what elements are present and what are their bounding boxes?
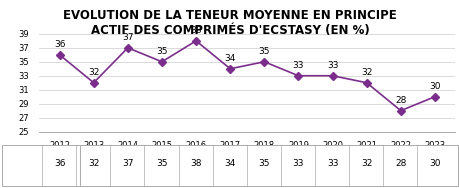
Text: 37: 37 [122, 33, 133, 42]
Text: 32: 32 [360, 159, 371, 168]
Text: 33: 33 [292, 61, 303, 70]
Text: Ecstasy  (comprimés): Ecstasy (comprimés) [24, 161, 115, 170]
Text: 36: 36 [54, 159, 65, 168]
Text: 36: 36 [54, 40, 65, 49]
Text: 28: 28 [394, 96, 406, 105]
Text: 35: 35 [258, 47, 269, 56]
Text: 32: 32 [88, 159, 99, 168]
Text: 33: 33 [326, 159, 337, 168]
Text: 33: 33 [326, 61, 337, 70]
Text: EVOLUTION DE LA TENEUR MOYENNE EN PRINCIPE
ACTIF DES COMPRIMÉS D'ECSTASY (EN %): EVOLUTION DE LA TENEUR MOYENNE EN PRINCI… [63, 9, 396, 37]
Text: 32: 32 [360, 68, 371, 77]
Text: 35: 35 [156, 159, 168, 168]
Text: 38: 38 [190, 159, 202, 168]
Text: 30: 30 [428, 159, 440, 168]
Text: 35: 35 [156, 47, 168, 56]
Text: 33: 33 [292, 159, 303, 168]
Text: 30: 30 [428, 82, 440, 91]
Text: 37: 37 [122, 159, 133, 168]
Text: 32: 32 [88, 68, 99, 77]
Text: 34: 34 [224, 159, 235, 168]
Text: 28: 28 [394, 159, 406, 168]
Text: 38: 38 [190, 26, 202, 35]
Text: 35: 35 [258, 159, 269, 168]
Text: 34: 34 [224, 54, 235, 63]
